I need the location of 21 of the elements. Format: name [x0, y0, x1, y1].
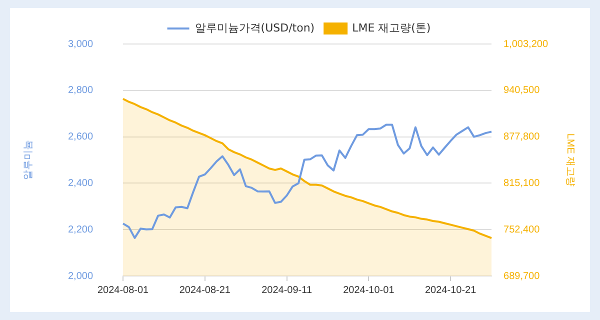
x-tick-label: 2024-10-01	[343, 284, 395, 296]
y2-tick-label: 877,800	[504, 132, 540, 143]
y2-tick-label: 815,100	[504, 178, 540, 189]
x-tick-label: 2024-08-01	[97, 284, 150, 296]
y2-tick-label: 689,700	[504, 270, 540, 282]
y-tick-label: 2,800	[68, 85, 94, 96]
y-tick-label: 2,000	[68, 270, 94, 282]
y-tick-label: 2,600	[68, 132, 94, 143]
y-tick-label: 2,400	[68, 178, 94, 189]
x-tick-label: 2024-10-21	[424, 284, 477, 296]
y2-tick-label: 752,400	[504, 224, 540, 236]
legend-label: 알루미늄가격(USD/ton)	[194, 21, 315, 34]
x-tick-label: 2024-08-21	[179, 284, 231, 296]
y-tick-label: 3,000	[68, 38, 94, 50]
y2-axis-title: LME 재고량	[564, 133, 576, 187]
y2-tick-label: 940,500	[504, 85, 540, 96]
y2-tick-label: 1,003,200	[504, 38, 548, 50]
x-tick-label: 2024-09-11	[262, 284, 312, 296]
y-axis-title: 알루미늄	[22, 140, 34, 180]
legend-label: LME 재고량(톤)	[352, 21, 431, 34]
y-tick-label: 2,200	[68, 224, 94, 236]
